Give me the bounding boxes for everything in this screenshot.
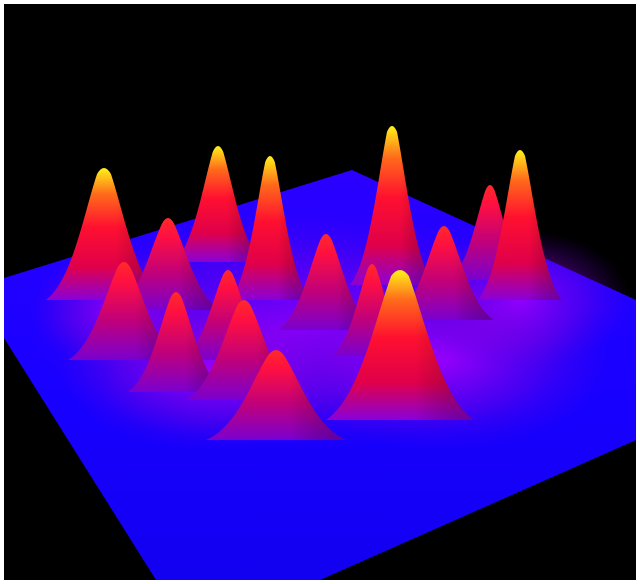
peak-10-shading xyxy=(68,262,180,360)
peak-7-shading xyxy=(116,218,220,310)
peak-9-shading xyxy=(394,226,494,320)
peak-3-shading xyxy=(230,156,310,300)
peak-6-shading xyxy=(478,150,562,300)
peak-1-shading xyxy=(46,168,162,300)
peak-13-shading xyxy=(128,292,224,392)
peaks-group xyxy=(46,126,562,440)
peak-2-shading xyxy=(174,146,262,262)
peak-15-shading xyxy=(326,270,474,420)
peak-16-shading xyxy=(206,350,346,440)
peak-4-shading xyxy=(350,126,434,285)
peak-8-shading xyxy=(278,234,374,330)
